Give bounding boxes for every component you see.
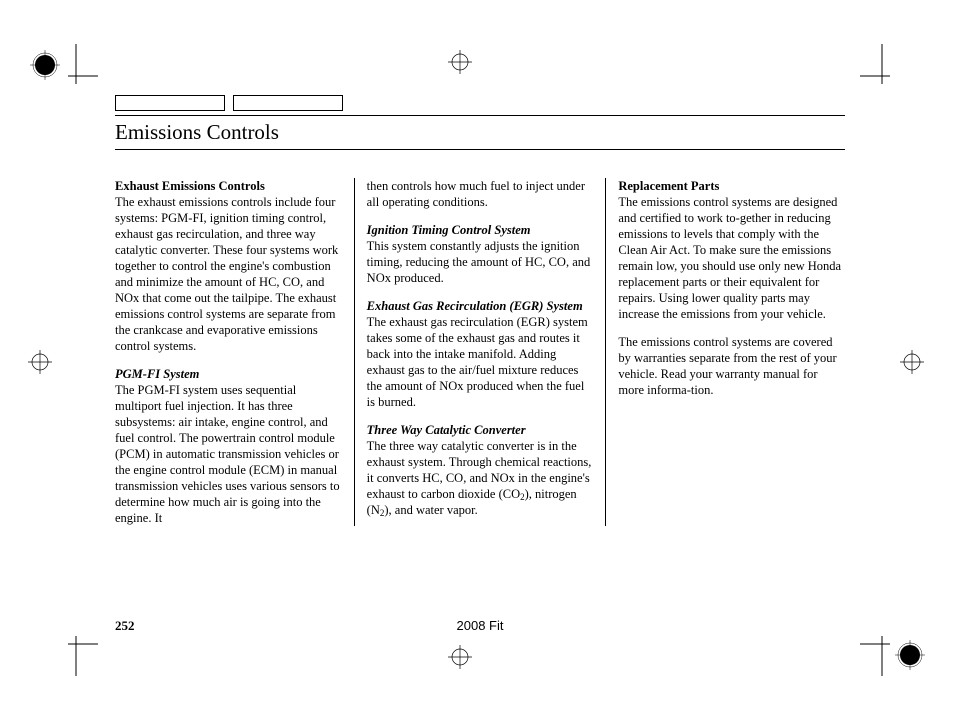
body-text: The emissions control systems are covere… [618, 334, 845, 398]
subheading: Three Way Catalytic Converter [367, 422, 594, 438]
crop-mark-tr [860, 44, 890, 84]
page-content: Emissions Controls Exhaust Emissions Con… [115, 95, 845, 526]
body-text: then controls how much fuel to inject un… [367, 178, 594, 210]
reg-mark-tl [30, 50, 60, 85]
subheading: Ignition Timing Control System [367, 222, 594, 238]
heading: Replacement Parts [618, 179, 719, 193]
reg-mark-right [900, 350, 924, 379]
column-3: Replacement Parts The emissions control s… [605, 178, 845, 526]
heading: Exhaust Emissions Controls [115, 179, 265, 193]
column-2: then controls how much fuel to inject un… [354, 178, 606, 526]
reg-mark-bottom [448, 645, 472, 674]
reg-mark-top [448, 50, 472, 79]
subheading: Exhaust Gas Recirculation (EGR) System [367, 298, 594, 314]
body-text: This system constantly adjusts the ignit… [367, 238, 594, 286]
crop-mark-bl [68, 636, 98, 676]
header-slug-boxes [115, 95, 845, 111]
body-text: The PGM-FI system uses sequential multip… [115, 382, 342, 526]
body-text: The exhaust emissions controls include f… [115, 195, 338, 353]
page-number: 252 [115, 618, 235, 634]
rule [115, 115, 845, 116]
subheading: PGM-FI System [115, 366, 342, 382]
crop-mark-br-corner [860, 636, 890, 676]
reg-mark-left [28, 350, 52, 379]
crop-mark-tl [68, 44, 98, 84]
column-1: Exhaust Emissions Controls The exhaust em… [115, 178, 354, 526]
header-box [233, 95, 343, 111]
footer-model: 2008 Fit [235, 618, 725, 633]
header-box [115, 95, 225, 111]
reg-mark-br [895, 640, 925, 675]
page-title: Emissions Controls [115, 118, 845, 149]
body-text: The three way catalytic converter is in … [367, 438, 594, 518]
rule [115, 149, 845, 150]
body-text: The emissions control systems are design… [618, 195, 841, 321]
page-footer: 252 2008 Fit [115, 618, 845, 634]
body-columns: Exhaust Emissions Controls The exhaust em… [115, 178, 845, 526]
body-text: The exhaust gas recirculation (EGR) syst… [367, 314, 594, 410]
